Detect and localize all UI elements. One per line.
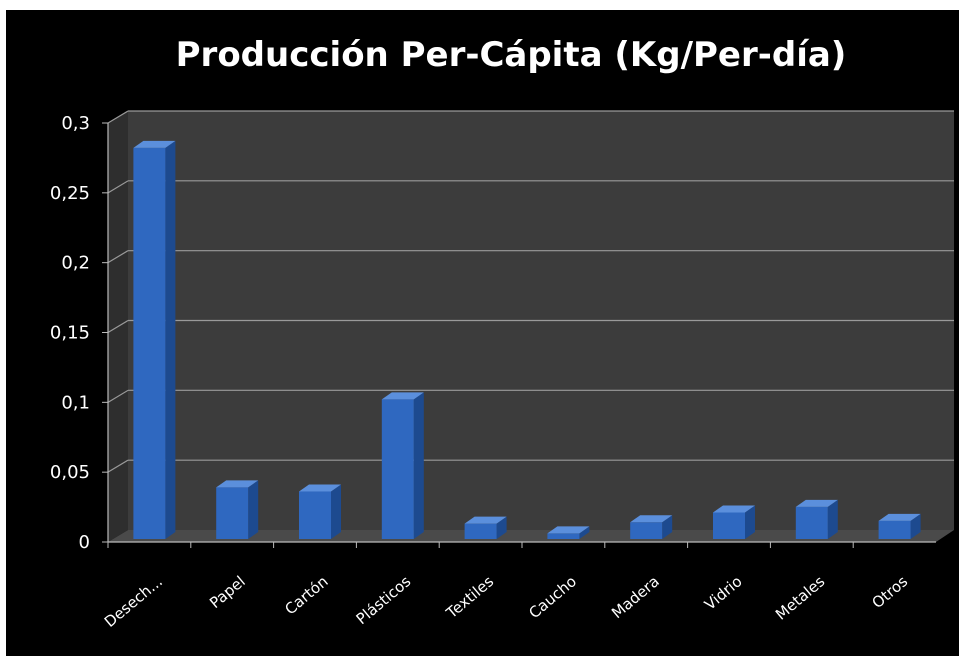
bar [878,520,911,539]
x-tick-label: Otros [869,572,912,612]
x-tick-label: Metales [772,572,828,623]
x-tick-label: Vidrio [701,572,746,614]
y-tick-label: 0,2 [61,253,90,274]
x-tick-label: Cartón [281,572,331,618]
y-axis-ticks: 0 0,05 0,1 0,15 0,2 0,25 0,3 [50,113,90,553]
bar-side [496,516,507,539]
chart-bars [133,140,921,539]
chart-back-wall [108,111,954,542]
chart-frame: Producción Per-Cápita (Kg/Per-día) 0 0,05… [6,10,959,656]
y-tick-label: 0,1 [61,392,90,413]
bar-side [248,480,259,539]
y-tick-label: 0 [79,532,90,553]
bar-top [630,515,673,523]
bar [713,512,745,539]
bar-top [299,484,341,492]
y-tick-label: 0,15 [50,323,90,344]
gridline-side [107,250,129,264]
bar [630,522,663,539]
bar [464,523,497,539]
bar-top [464,516,507,524]
bar-top [216,480,259,488]
gridline-side [107,319,129,334]
bar-top [547,526,590,534]
gridline-side [107,389,129,403]
bar-chart: Producción Per-Cápita (Kg/Per-día) 0 0,05… [50,35,954,631]
bar-top [795,499,838,507]
bar-side [579,526,590,539]
bar [216,487,249,539]
gridline-side [107,110,129,124]
x-tick-label: Plásticos [353,572,415,628]
x-tick-label: Madera [608,572,663,622]
bar-side [827,499,838,539]
bar [299,491,331,539]
bar-side [910,513,921,539]
bar-top [713,505,755,513]
chart-axes [102,122,936,548]
bar [795,506,828,539]
y-tick-label: 0,3 [61,113,90,134]
bar-top [133,140,176,148]
chart-gridlines [107,110,954,473]
x-tick-label: Caucho [525,572,580,622]
gridline-side [107,180,129,194]
x-tick-label: Desech... [101,572,166,631]
bar-side [413,392,424,539]
bar-top [381,392,424,400]
bar [133,147,166,539]
bar [547,533,580,539]
bar-top [878,513,921,521]
bar [381,399,414,539]
gridline-side [107,459,129,473]
bar-side [745,505,755,539]
bar-side [662,515,673,539]
x-tick-label: Papel [206,572,249,612]
bar-side [331,484,341,539]
chart-title: Producción Per-Cápita (Kg/Per-día) [176,35,847,75]
y-tick-label: 0,25 [50,183,90,204]
bar-side [165,140,176,539]
y-tick-label: 0,05 [50,462,90,483]
x-axis-ticks: Desech... Papel Cartón Plásticos Textiles Cau… [101,572,911,631]
x-tick-label: Textiles [442,572,497,622]
